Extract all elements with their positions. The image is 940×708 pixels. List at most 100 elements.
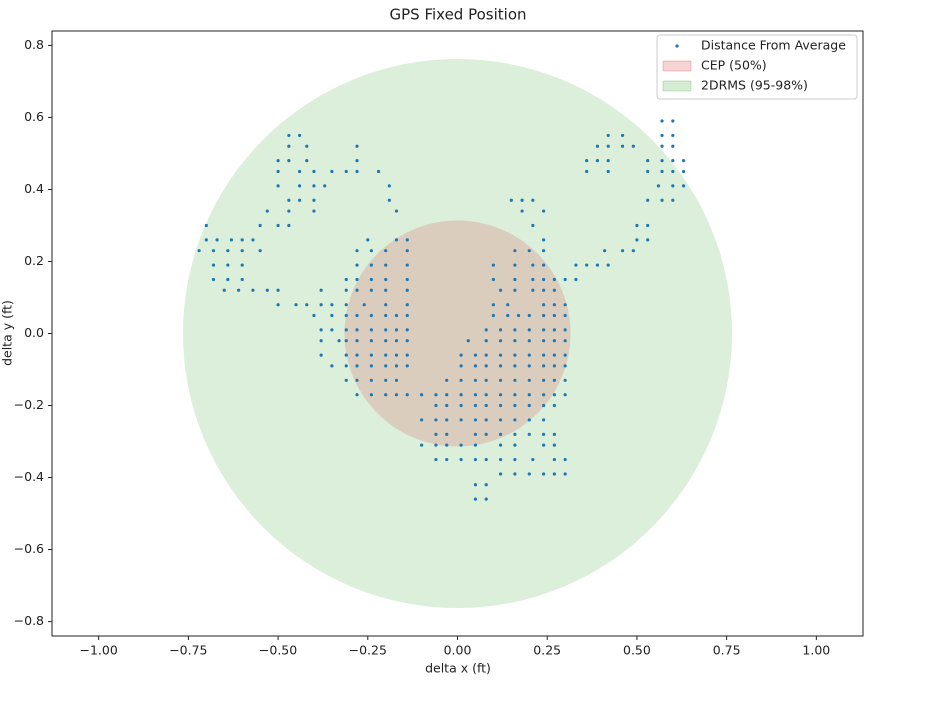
scatter-point (606, 133, 610, 138)
scatter-point (473, 497, 478, 501)
scatter-point (459, 393, 463, 397)
scatter-point (484, 393, 488, 397)
scatter-point (552, 277, 556, 282)
scatter-point (369, 393, 373, 397)
scatter-point (355, 313, 359, 318)
scatter-point (355, 328, 359, 332)
scatter-point (542, 378, 546, 382)
scatter-point (542, 303, 546, 307)
scatter-point (287, 223, 291, 228)
scatter-point (459, 443, 463, 447)
scatter-point (513, 288, 517, 292)
scatter-point (369, 277, 373, 282)
scatter-point (520, 209, 524, 213)
scatter-point (542, 249, 546, 253)
scatter-point (344, 313, 348, 318)
scatter-point (531, 277, 535, 282)
scatter-point (405, 249, 409, 253)
scatter-point (405, 328, 409, 332)
scatter-point (197, 249, 201, 253)
scatter-point (473, 443, 478, 447)
scatter-point (620, 133, 625, 138)
scatter-point (574, 263, 578, 267)
scatter-point (344, 339, 348, 343)
scatter-point (491, 313, 495, 318)
scatter-point (344, 169, 348, 174)
scatter-point (542, 313, 546, 318)
y-tick-label: −0.6 (14, 541, 44, 556)
scatter-point (473, 364, 478, 368)
scatter-point (542, 288, 546, 292)
scatter-point (276, 303, 280, 307)
scatter-point (552, 288, 556, 292)
scatter-point (552, 339, 556, 343)
scatter-point (258, 249, 262, 253)
scatter-point (484, 339, 488, 343)
chart-title: GPS Fixed Position (390, 6, 527, 24)
x-tick-label: 0.75 (713, 643, 741, 658)
scatter-point (323, 184, 327, 188)
scatter-point (384, 277, 388, 282)
scatter-point (484, 418, 488, 422)
y-tick-label: 0.4 (24, 181, 44, 196)
scatter-point (459, 418, 463, 422)
scatter-point (491, 303, 495, 307)
scatter-point (240, 277, 244, 282)
y-tick-label: 0.6 (24, 109, 44, 124)
scatter-point (542, 263, 546, 267)
scatter-point (527, 418, 531, 422)
legend-patch (662, 80, 692, 92)
scatter-point (384, 288, 388, 292)
scatter-point (552, 328, 556, 332)
scatter-point (542, 472, 546, 476)
scatter-point (563, 339, 567, 343)
scatter-point (394, 378, 399, 382)
region-circle (182, 58, 733, 609)
scatter-point (660, 133, 664, 138)
scatter-point (459, 353, 463, 357)
scatter-point (394, 328, 399, 332)
scatter-point (473, 418, 478, 422)
scatter-point (563, 328, 567, 332)
scatter-point (498, 328, 503, 332)
scatter-point (527, 313, 531, 318)
scatter-point (394, 238, 399, 242)
scatter-point (276, 223, 280, 228)
scatter-point (330, 328, 334, 332)
scatter-point (384, 364, 388, 368)
scatter-point (646, 198, 650, 202)
scatter-point (542, 328, 546, 332)
scatter-point (312, 209, 316, 213)
scatter-point (527, 472, 531, 476)
scatter-point (387, 198, 391, 202)
legend-marker (675, 44, 679, 48)
scatter-point (527, 432, 531, 436)
scatter-point (606, 144, 610, 148)
x-tick-label: 1.00 (802, 643, 830, 658)
scatter-point (542, 393, 546, 397)
scatter-point (498, 432, 503, 436)
scatter-point (671, 144, 675, 148)
scatter-point (635, 238, 639, 242)
scatter-point (498, 393, 503, 397)
scatter-point (552, 313, 556, 318)
scatter-point (240, 249, 244, 253)
scatter-point (563, 472, 567, 476)
scatter-point (552, 364, 556, 368)
scatter-point (355, 159, 359, 163)
scatter-point (531, 263, 535, 267)
scatter-point (527, 393, 531, 397)
scatter-point (563, 378, 567, 382)
scatter-point (671, 169, 675, 174)
scatter-point (574, 277, 578, 282)
scatter-point (513, 249, 517, 253)
scatter-point (513, 364, 517, 368)
scatter-point (671, 119, 675, 123)
scatter-point (355, 339, 359, 343)
scatter-point (491, 263, 495, 267)
scatter-point (229, 238, 234, 242)
x-tick-label: −1.00 (79, 643, 117, 658)
scatter-point (603, 249, 607, 253)
scatter-point (369, 339, 373, 343)
